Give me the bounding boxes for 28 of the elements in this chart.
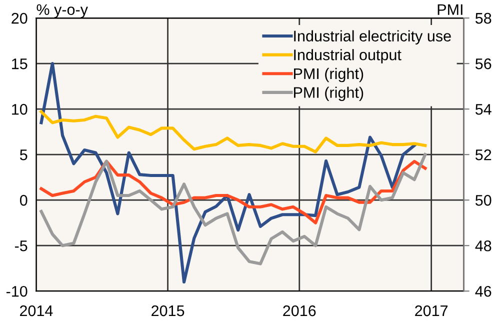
line-series [40,110,427,154]
x-tick-label: 2016 [283,305,316,316]
y-tick-label: -10 [6,286,28,297]
x-tick-label: 2014 [20,305,53,316]
y2-tick-label: 54 [475,104,492,115]
y-tick-label: -5 [14,240,28,252]
legend-label: Industrial electricity use [294,30,451,44]
y-tick-label: 20 [12,12,28,24]
x-tick-label: 2017 [415,305,448,316]
y-axis-title: % y-o-y [36,4,88,18]
y2-tick-label: 48 [475,240,492,252]
y2-tick-label: 56 [475,58,492,70]
y2-axis-title: PMI [438,4,462,15]
y-tick-label: 0 [20,194,28,206]
y2-tick-label: 58 [475,12,492,24]
y2-tick-label: 46 [475,286,492,297]
x-tick-label: 2015 [152,305,184,316]
legend-label: PMI (right) [294,68,364,82]
y-tick-label: 10 [12,104,28,115]
y2-tick-label: 52 [475,149,492,160]
y2-tick-label: 50 [475,194,492,206]
line-series [40,153,427,266]
legend-label: Industrial output [294,49,402,64]
y-tick-label: 5 [20,150,28,160]
legend-label: PMI (right) [294,86,364,101]
y-tick-label: 15 [12,58,28,70]
line-series [40,160,427,224]
line-series [40,62,416,284]
